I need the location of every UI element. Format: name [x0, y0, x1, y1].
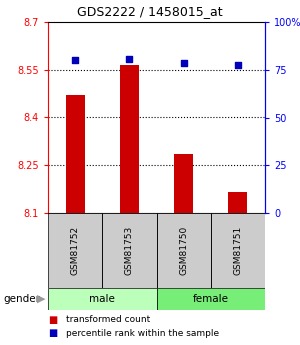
- Bar: [66, 95, 85, 213]
- Bar: [228, 192, 248, 213]
- Text: gender: gender: [3, 294, 40, 304]
- Bar: [211, 213, 265, 288]
- Point: [127, 57, 132, 62]
- Text: GSM81750: GSM81750: [179, 226, 188, 275]
- Text: percentile rank within the sample: percentile rank within the sample: [66, 328, 219, 337]
- Bar: [48, 288, 157, 310]
- Point: [73, 57, 77, 63]
- Text: transformed count: transformed count: [66, 315, 150, 325]
- Bar: [48, 213, 102, 288]
- Text: ▶: ▶: [37, 294, 45, 304]
- Bar: [174, 154, 193, 213]
- Bar: [157, 213, 211, 288]
- Point: [181, 60, 186, 66]
- Point: [236, 62, 240, 68]
- Text: GSM81752: GSM81752: [70, 226, 80, 275]
- Bar: [157, 288, 265, 310]
- Text: female: female: [193, 294, 229, 304]
- Text: ■: ■: [48, 315, 57, 325]
- Text: GDS2222 / 1458015_at: GDS2222 / 1458015_at: [77, 5, 223, 18]
- Text: ■: ■: [48, 328, 57, 338]
- Bar: [120, 65, 139, 213]
- Bar: [102, 213, 157, 288]
- Text: male: male: [89, 294, 115, 304]
- Text: GSM81753: GSM81753: [125, 226, 134, 275]
- Text: GSM81751: GSM81751: [233, 226, 242, 275]
